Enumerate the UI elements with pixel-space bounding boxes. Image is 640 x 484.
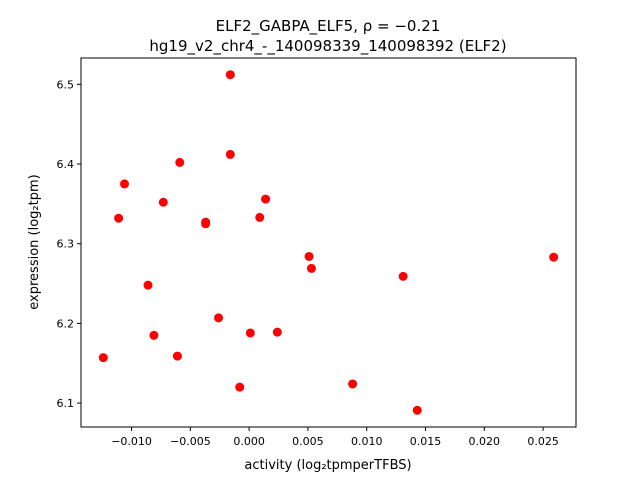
x-tick-label: 0.020 (469, 435, 501, 448)
data-point (201, 219, 211, 229)
data-point (225, 149, 235, 159)
data-point (235, 382, 245, 392)
data-point (348, 379, 358, 389)
data-point (172, 351, 182, 361)
data-point (149, 330, 159, 340)
y-tick-label: 6.2 (57, 317, 75, 330)
y-axis-label: expression (log₂tpm) (27, 174, 42, 309)
x-tick-label: −0.010 (111, 435, 152, 448)
x-tick-label: 0.015 (410, 435, 442, 448)
chart-title-line1: ELF2_GABPA_ELF5, ρ = −0.21 (216, 17, 441, 36)
x-tick-label: 0.010 (351, 435, 383, 448)
x-axis-label: activity (log₂tpmperTFBS) (244, 458, 411, 473)
data-point (549, 252, 559, 262)
x-tick-label: 0.025 (527, 435, 559, 448)
data-point (306, 263, 316, 273)
data-point (255, 212, 265, 222)
data-point (398, 271, 408, 281)
data-point (158, 197, 168, 207)
data-point (98, 353, 108, 363)
data-point (261, 194, 271, 204)
x-tick-label: −0.005 (170, 435, 211, 448)
data-point (412, 405, 422, 415)
y-tick-label: 6.4 (57, 158, 75, 171)
data-point (225, 70, 235, 80)
data-point (114, 213, 124, 223)
y-tick-label: 6.5 (57, 78, 75, 91)
x-tick-label: 0.000 (233, 435, 265, 448)
data-point (120, 179, 130, 189)
data-point (245, 328, 255, 338)
data-point (214, 313, 224, 323)
plot-frame (80, 57, 577, 428)
data-point (272, 327, 282, 337)
data-point (143, 280, 153, 290)
y-tick-label: 6.1 (57, 397, 75, 410)
data-point (304, 251, 314, 261)
x-tick-label: 0.005 (292, 435, 324, 448)
chart-title-line2: hg19_v2_chr4_-_140098339_140098392 (ELF2… (149, 37, 506, 56)
y-tick-label: 6.3 (57, 238, 75, 251)
data-point (175, 157, 185, 167)
